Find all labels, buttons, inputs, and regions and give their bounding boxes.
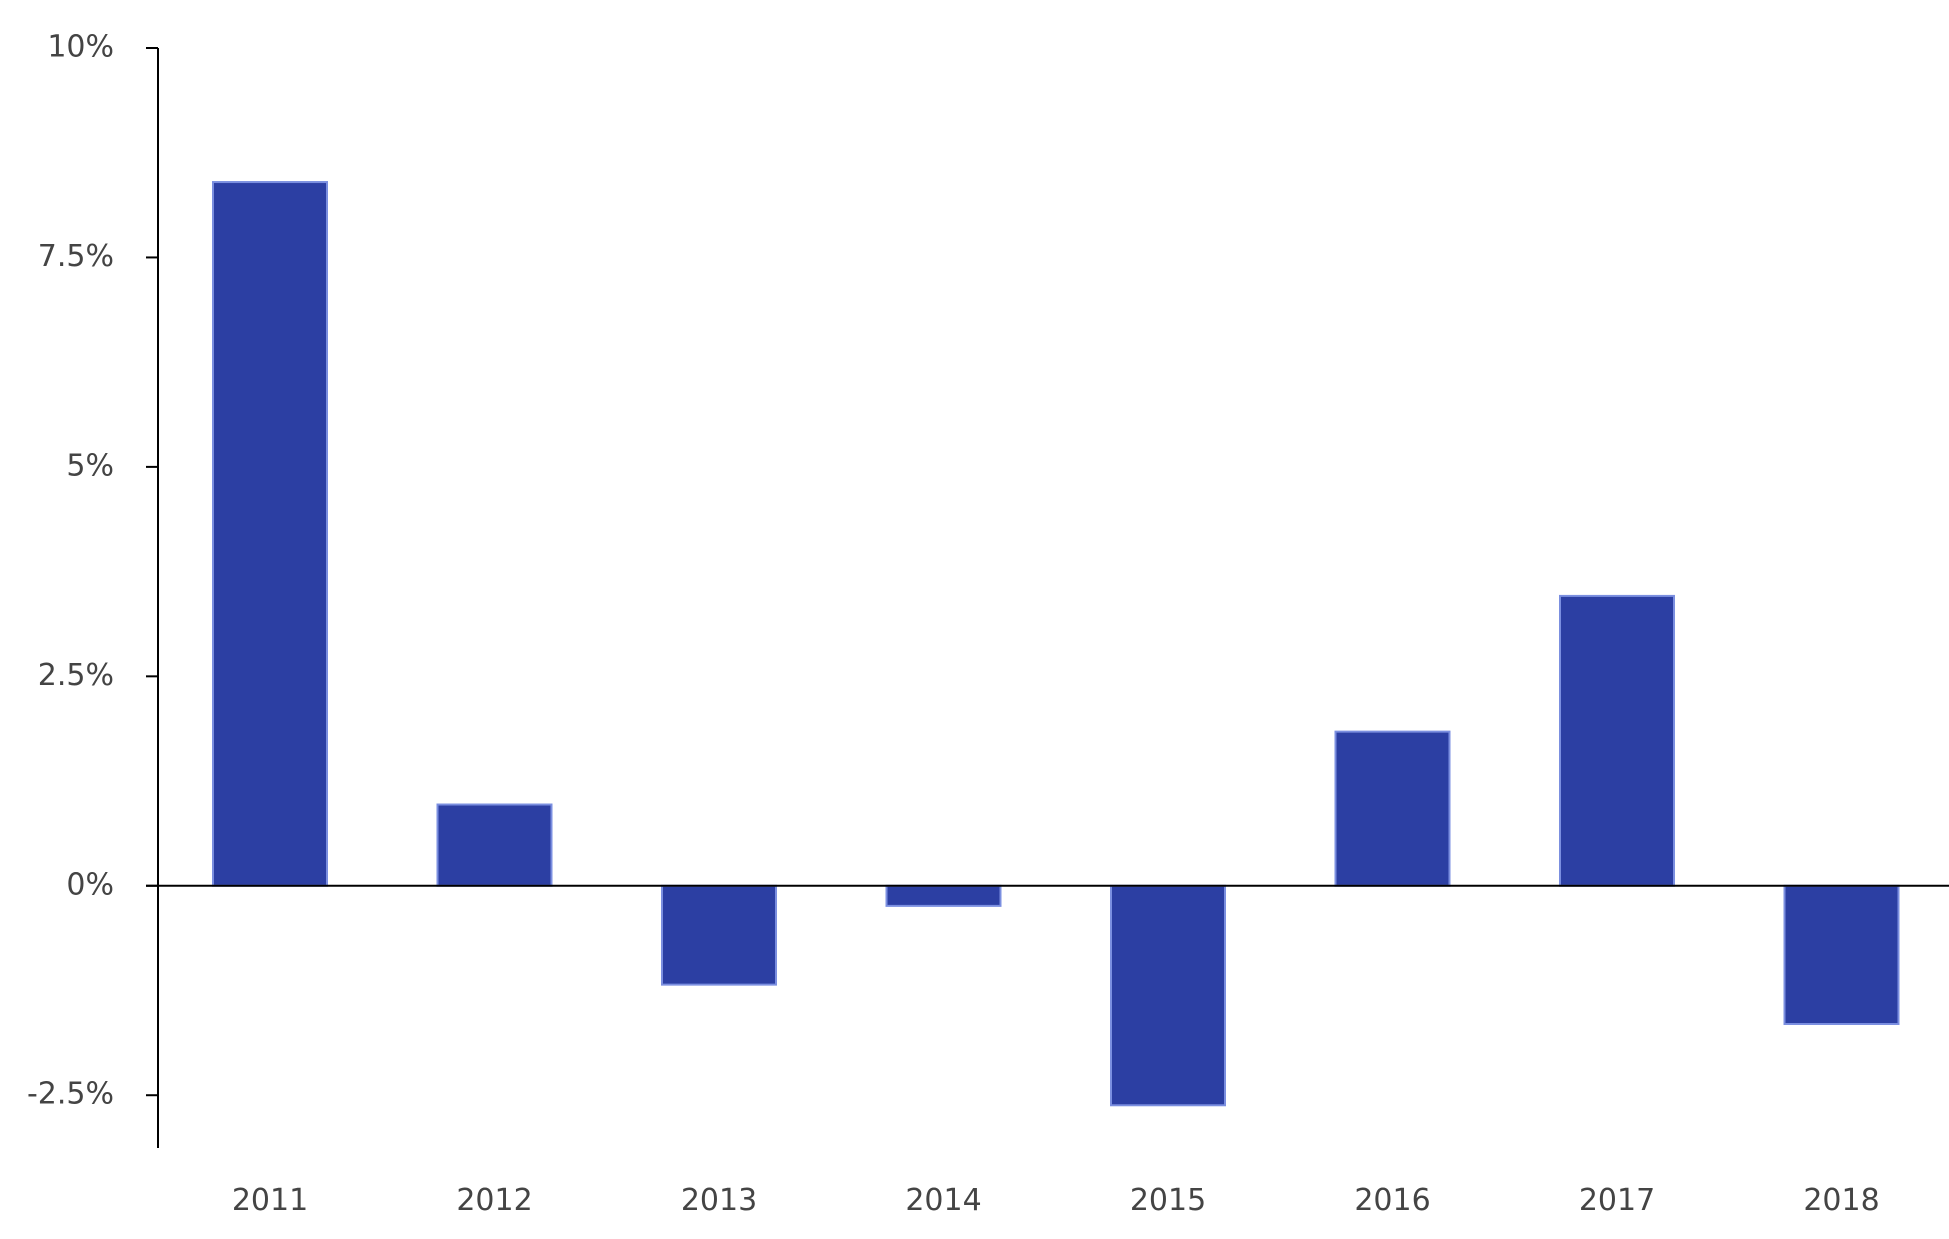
bars <box>212 181 1900 1107</box>
x-tick-label: 2017 <box>1579 1183 1655 1218</box>
y-tick-label: 2.5% <box>38 658 114 693</box>
bar-2013 <box>661 884 777 986</box>
y-tick-label: 5% <box>66 448 114 483</box>
x-tick-label: 2011 <box>232 1183 308 1218</box>
bar-2016 <box>1334 730 1451 887</box>
x-axis-labels: 2011 2012 2013 2014 2015 2016 2017 2018 <box>232 1183 1880 1218</box>
x-tick-label: 2013 <box>681 1183 757 1218</box>
y-tick-label: -2.5% <box>27 1077 114 1112</box>
y-tick-label: 10% <box>47 30 114 65</box>
bar-2012 <box>436 803 553 887</box>
x-tick-label: 2014 <box>905 1183 981 1218</box>
x-tick-label: 2018 <box>1803 1183 1879 1218</box>
bar-2014 <box>885 884 1002 907</box>
y-tick-label: 0% <box>66 867 114 902</box>
x-tick-label: 2016 <box>1354 1183 1430 1218</box>
bar-2015 <box>1110 884 1226 1107</box>
y-axis-ticks: 10% 7.5% 5% 2.5% 0% -2.5% <box>27 30 158 1112</box>
x-tick-label: 2015 <box>1130 1183 1206 1218</box>
bar-2018 <box>1783 884 1900 1026</box>
y-tick-label: 7.5% <box>38 239 114 274</box>
x-tick-label: 2012 <box>456 1183 532 1218</box>
bar-2011 <box>212 181 328 887</box>
bar-2017 <box>1559 594 1675 887</box>
